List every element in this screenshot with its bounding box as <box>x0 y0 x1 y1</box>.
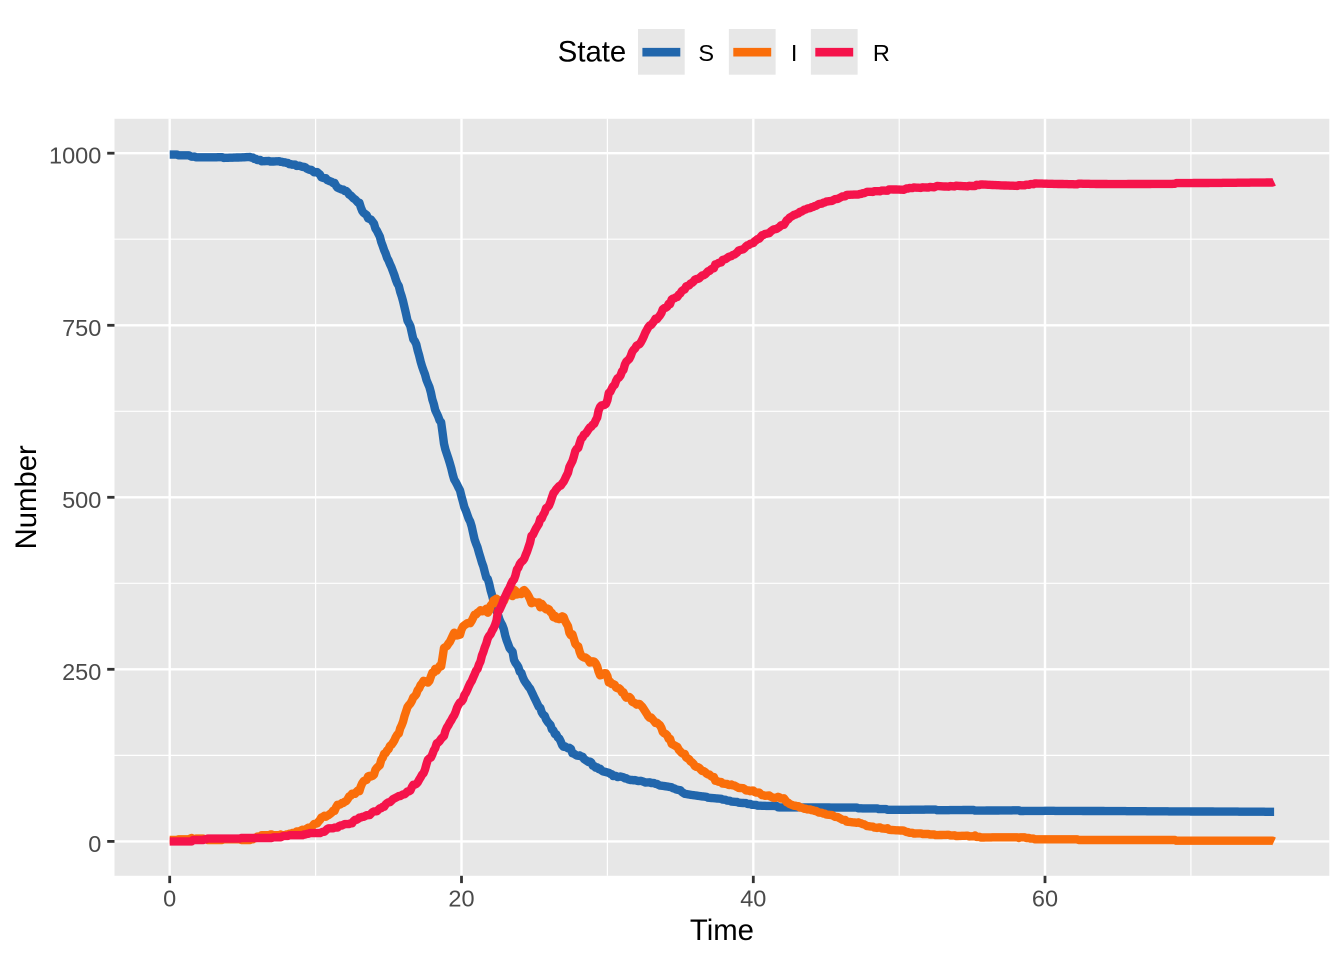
svg-text:0: 0 <box>88 831 101 857</box>
svg-text:500: 500 <box>62 487 101 513</box>
svg-text:40: 40 <box>740 886 766 912</box>
svg-text:60: 60 <box>1032 886 1058 912</box>
svg-text:1000: 1000 <box>49 143 101 169</box>
svg-text:I: I <box>791 40 798 66</box>
svg-text:S: S <box>698 40 714 66</box>
svg-text:Time: Time <box>690 914 754 947</box>
svg-text:250: 250 <box>62 659 101 685</box>
svg-text:20: 20 <box>448 886 474 912</box>
svg-text:R: R <box>873 40 890 66</box>
svg-text:750: 750 <box>62 315 101 341</box>
svg-text:0: 0 <box>163 886 176 912</box>
svg-text:State: State <box>558 36 626 69</box>
svg-text:Number: Number <box>10 445 43 549</box>
